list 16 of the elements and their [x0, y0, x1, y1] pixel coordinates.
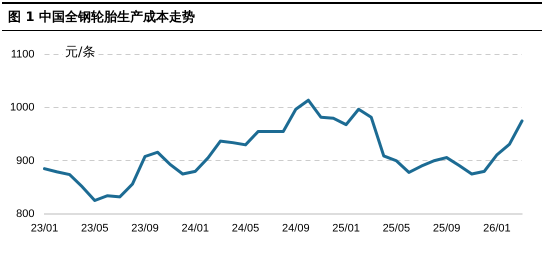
chart-title: 图 1 中国全钢轮胎生产成本走势	[2, 2, 542, 31]
y-axis-title: 元/条	[63, 43, 98, 61]
x-tick-label: 24/09	[282, 222, 310, 234]
x-tick-label: 25/09	[432, 222, 460, 234]
y-tick-label: 900	[16, 154, 34, 167]
x-tick-label: 25/01	[332, 222, 360, 234]
x-tick-label: 23/09	[131, 222, 159, 234]
x-tick-label: 24/05	[232, 222, 260, 234]
x-tick-label: 26/01	[483, 222, 511, 234]
y-tick-label: 1100	[10, 48, 34, 61]
y-tick-label: 1000	[10, 102, 34, 114]
x-tick-label: 24/01	[182, 222, 210, 234]
x-tick-label: 23/05	[80, 222, 109, 234]
x-tick-label: 25/05	[382, 222, 410, 234]
x-tick-label: 23/01	[30, 222, 58, 234]
y-tick-label: 800	[16, 208, 34, 220]
